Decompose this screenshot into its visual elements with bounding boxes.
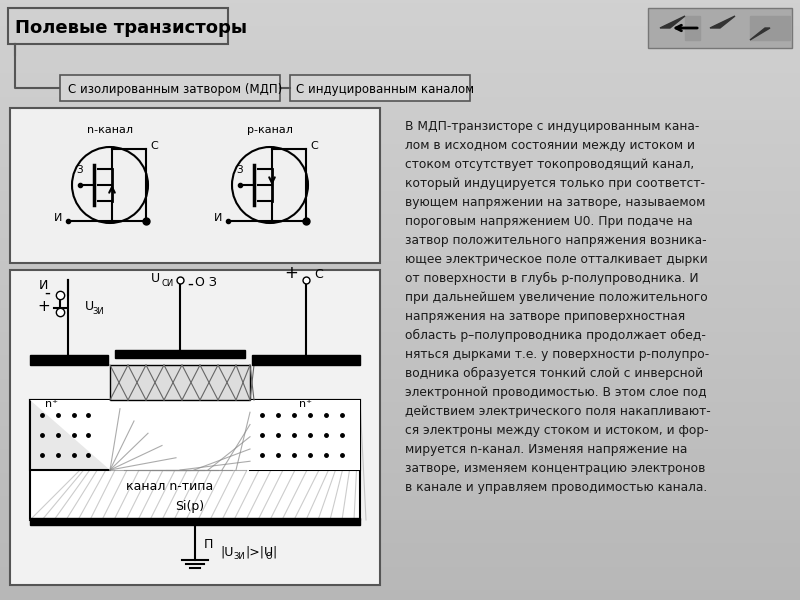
Bar [30,400,360,520]
Text: вующем напряжении на затворе, называемом: вующем напряжении на затворе, называемом [405,196,706,209]
Polygon shape [30,518,360,525]
Text: Полевые транзисторы: Полевые транзисторы [15,19,247,37]
Text: И: И [38,279,48,292]
Text: |: | [272,546,276,559]
Text: ющее электрическое поле отталкивает дырки: ющее электрическое поле отталкивает дырк… [405,253,708,266]
Polygon shape [710,16,735,28]
Text: О З: О З [195,276,217,289]
Text: ся электроны между стоком и истоком, и фор-: ся электроны между стоком и истоком, и ф… [405,424,709,437]
Text: Si(p): Si(p) [175,500,205,513]
Polygon shape [660,16,685,28]
Polygon shape [750,28,770,40]
Text: U: U [85,300,94,313]
Text: С: С [310,141,318,151]
Text: область p–полупроводника продолжает обед-: область p–полупроводника продолжает обед… [405,329,706,342]
Bar [110,365,250,400]
Text: О: О [265,552,272,561]
Text: С изолированным затвором (МДП): С изолированным затвором (МДП) [68,82,282,95]
Bar [30,400,110,470]
FancyBboxPatch shape [290,75,470,101]
Text: С индуцированным каналом: С индуцированным каналом [296,82,474,95]
Text: -: - [187,275,193,293]
Text: пороговым напряжением U0. При подаче на: пороговым напряжением U0. При подаче на [405,215,693,228]
Text: от поверхности в глубь p-полупроводника. И: от поверхности в глубь p-полупроводника.… [405,272,698,285]
Text: С: С [150,141,158,151]
Text: -: - [44,284,50,302]
Polygon shape [115,350,245,358]
Text: П: П [204,538,214,551]
Text: электронной проводимостью. В этом слое под: электронной проводимостью. В этом слое п… [405,386,706,399]
Text: И: И [54,213,62,223]
FancyBboxPatch shape [10,270,380,585]
Text: З: З [237,165,243,175]
Polygon shape [30,355,108,365]
Polygon shape [685,16,700,40]
Text: стоком отсутствует токопроводящий канал,: стоком отсутствует токопроводящий канал, [405,158,694,171]
Text: p-канал: p-канал [247,125,293,135]
Text: n-канал: n-канал [87,125,133,135]
Text: при дальнейшем увеличение положительного: при дальнейшем увеличение положительного [405,291,708,304]
Text: С: С [314,268,322,281]
FancyBboxPatch shape [648,8,792,48]
Text: U: U [150,272,159,285]
Text: водника образуется тонкий слой с инверсной: водника образуется тонкий слой с инверсн… [405,367,703,380]
Text: затворе, изменяем концентрацию электронов: затворе, изменяем концентрацию электроно… [405,462,706,475]
Text: действием электрического поля накапливают-: действием электрического поля накапливаю… [405,405,710,418]
Polygon shape [750,16,790,40]
Text: ЗИ: ЗИ [92,307,104,316]
Text: |>|U: |>|U [245,546,273,559]
Text: n⁺: n⁺ [46,399,58,409]
Text: +: + [38,299,50,314]
Text: ЗИ: ЗИ [233,552,245,561]
Text: няться дырками т.е. у поверхности p-полупро-: няться дырками т.е. у поверхности p-полу… [405,348,710,361]
Text: лом в исходном состоянии между истоком и: лом в исходном состоянии между истоком и [405,139,695,152]
Text: канал n-типа: канал n-типа [126,480,214,493]
FancyBboxPatch shape [10,108,380,263]
Text: n⁺: n⁺ [298,399,311,409]
Polygon shape [252,355,360,365]
Polygon shape [30,400,360,470]
FancyBboxPatch shape [60,75,280,101]
Text: мируется n-канал. Изменяя напряжение на: мируется n-канал. Изменяя напряжение на [405,443,687,456]
Text: напряжения на затворе приповерхностная: напряжения на затворе приповерхностная [405,310,685,323]
Text: В МДП-транзисторе с индуцированным кана-: В МДП-транзисторе с индуцированным кана- [405,120,699,133]
Text: затвор положительного напряжения возника-: затвор положительного напряжения возника… [405,234,706,247]
Text: в канале и управляем проводимостью канала.: в канале и управляем проводимостью канал… [405,481,707,494]
Text: +: + [284,264,298,282]
Text: СИ: СИ [162,279,174,288]
Text: И: И [214,213,222,223]
FancyBboxPatch shape [8,8,228,44]
Text: З: З [77,165,83,175]
Text: |U: |U [220,546,234,559]
Bar [250,400,360,470]
Text: который индуцируется только при соответст-: который индуцируется только при соответс… [405,177,705,190]
